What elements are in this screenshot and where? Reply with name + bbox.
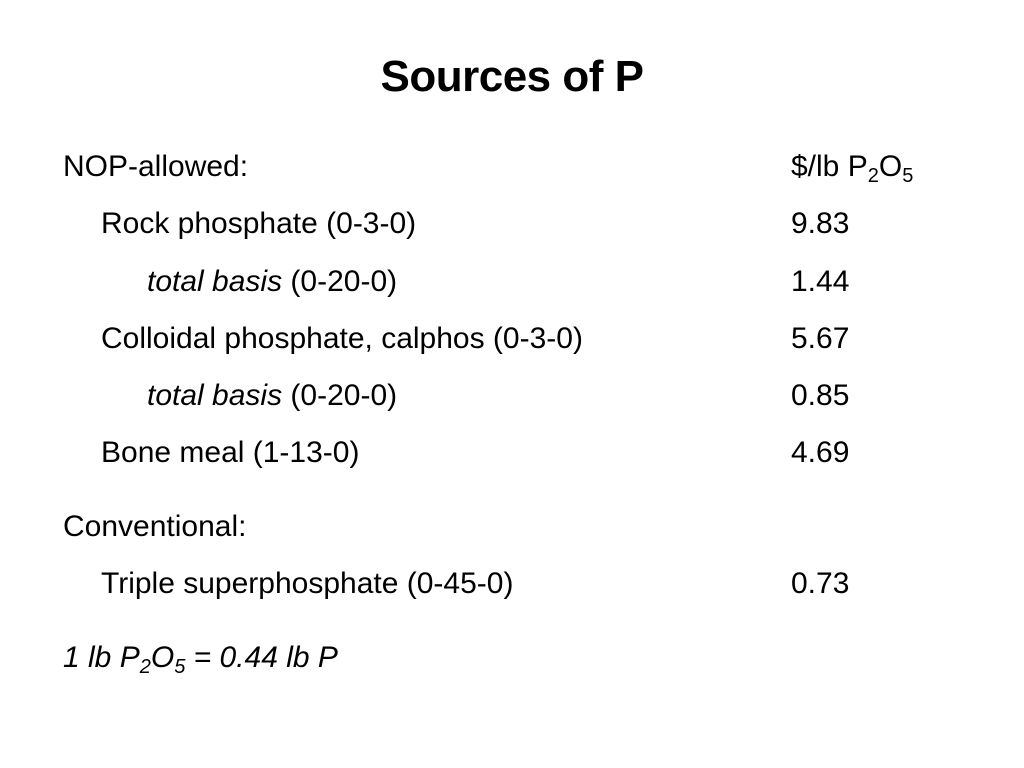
conversion-footnote: 1 lb P2O5 = 0.44 lb P xyxy=(63,640,338,678)
row-colloidal-phosphate: Colloidal phosphate, calphos (0-3-0) xyxy=(101,322,583,355)
total-basis-analysis: (0-20-0) xyxy=(282,265,398,298)
nop-heading: NOP-allowed: xyxy=(63,150,249,183)
value-bone-meal: 4.69 xyxy=(791,436,850,469)
conventional-heading: Conventional: xyxy=(63,510,247,543)
unit-o: O xyxy=(878,150,903,183)
value-colloidal-total-basis: 0.85 xyxy=(791,379,850,412)
total-basis-analysis: (0-20-0) xyxy=(282,379,398,412)
footnote-part3: = 0.44 lb P xyxy=(185,641,338,674)
row-bone-meal: Bone meal (1-13-0) xyxy=(101,436,360,469)
unit-header: $/lb P2O5 xyxy=(791,149,914,187)
total-basis-label: total basis xyxy=(147,379,283,412)
row-colloidal-total-basis: total basis (0-20-0) xyxy=(147,378,397,414)
unit-sub-2: 2 xyxy=(867,165,879,187)
total-basis-label: total basis xyxy=(147,265,283,298)
footnote-part1: 1 lb P xyxy=(63,641,140,674)
row-rock-phosphate: Rock phosphate (0-3-0) xyxy=(101,207,417,240)
row-rock-total-basis: total basis (0-20-0) xyxy=(147,264,397,300)
unit-sub-5: 5 xyxy=(902,165,914,187)
footnote-sub-5: 5 xyxy=(174,656,186,678)
unit-prefix: $/lb P xyxy=(791,150,868,183)
value-rock-total-basis: 1.44 xyxy=(791,265,850,298)
value-triple-superphosphate: 0.73 xyxy=(791,567,850,600)
value-colloidal-phosphate: 5.67 xyxy=(791,322,850,355)
value-rock-phosphate: 9.83 xyxy=(791,207,850,240)
footnote-sub-2: 2 xyxy=(139,656,151,678)
row-triple-superphosphate: Triple superphosphate (0-45-0) xyxy=(101,567,514,600)
slide-title: Sources of P xyxy=(380,52,644,101)
footnote-o: O xyxy=(150,641,175,674)
